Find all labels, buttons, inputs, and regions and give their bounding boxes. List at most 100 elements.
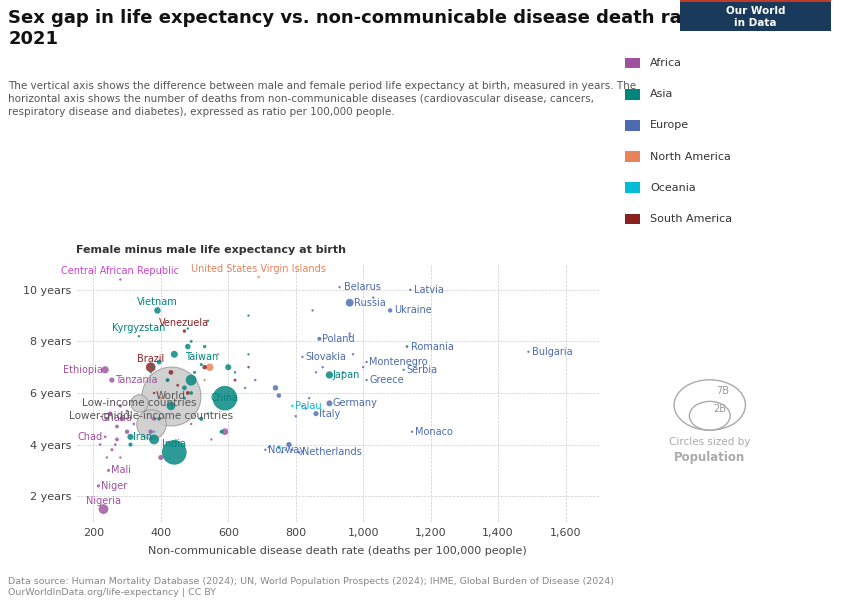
Point (109, 440, 122, 449)
Point (241, 311, 255, 320)
Point (286, 401, 299, 410)
Point (201, 316, 215, 326)
Point (222, 362, 235, 372)
Point (104, 409, 117, 418)
Point (147, 414, 161, 424)
Text: Netherlands: Netherlands (302, 448, 361, 457)
Point (228, 368, 241, 377)
Point (144, 427, 157, 437)
Point (346, 349, 360, 359)
Point (313, 334, 326, 344)
Text: Bulgaria: Bulgaria (532, 347, 573, 357)
Point (218, 394, 232, 403)
Point (309, 368, 323, 377)
Point (167, 349, 181, 359)
Point (92, 481, 105, 491)
Text: Vietnam: Vietnam (137, 298, 178, 307)
Text: Africa: Africa (650, 58, 683, 68)
X-axis label: Non-communicable disease death rate (deaths per 100,000 people): Non-communicable disease death rate (dea… (149, 546, 527, 556)
Text: Greece: Greece (369, 375, 404, 385)
Point (154, 452, 167, 462)
Text: Ethiopia: Ethiopia (63, 365, 103, 375)
Point (132, 331, 145, 341)
Point (296, 352, 309, 362)
Text: Slovakia: Slovakia (305, 352, 346, 362)
Point (164, 401, 178, 410)
Point (110, 434, 124, 444)
Text: Russia: Russia (354, 298, 386, 308)
Text: Sex gap in life expectancy vs. non-communicable disease death rate,
2021: Sex gap in life expectancy vs. non-commu… (8, 9, 710, 49)
Text: Venezuela: Venezuela (159, 318, 209, 328)
Point (258, 445, 272, 455)
Point (184, 376, 198, 385)
Point (366, 293, 380, 302)
Point (181, 342, 195, 352)
Point (212, 349, 225, 359)
Text: Norway: Norway (268, 445, 305, 455)
Point (343, 329, 356, 338)
Point (97, 504, 110, 514)
Point (116, 414, 129, 424)
Text: Japan: Japan (332, 370, 360, 380)
Point (241, 349, 255, 359)
Point (356, 362, 370, 372)
Point (201, 409, 215, 418)
Point (99, 432, 112, 442)
Point (127, 419, 140, 429)
Point (178, 383, 191, 392)
Point (279, 445, 292, 455)
Point (228, 376, 241, 385)
Point (145, 362, 159, 372)
Point (343, 331, 356, 341)
Text: Lower-middle-income countries: Lower-middle-income countries (69, 411, 233, 421)
Point (323, 370, 337, 380)
Point (404, 285, 417, 295)
Text: Circles sized by: Circles sized by (669, 437, 751, 448)
Point (184, 388, 198, 398)
Point (275, 448, 289, 457)
Point (248, 376, 262, 385)
Point (114, 275, 128, 284)
Point (181, 388, 195, 398)
Point (252, 272, 265, 281)
Text: Niger: Niger (101, 481, 128, 491)
Point (178, 394, 191, 403)
Point (303, 394, 316, 403)
Text: South America: South America (650, 214, 733, 224)
Point (397, 365, 411, 374)
Point (292, 448, 306, 457)
Point (272, 442, 286, 452)
Point (161, 376, 174, 385)
Text: Poland: Poland (322, 334, 354, 344)
Text: China: China (211, 393, 239, 403)
Text: 7B: 7B (717, 386, 729, 396)
Text: North America: North America (650, 152, 731, 161)
Text: Brazil: Brazil (137, 354, 164, 364)
Point (164, 368, 178, 377)
Point (195, 414, 208, 424)
Text: Ghana: Ghana (101, 413, 133, 424)
Text: Chad: Chad (77, 432, 103, 442)
Point (309, 409, 323, 418)
Point (99, 365, 112, 374)
Text: Central African Republic: Central African Republic (61, 266, 179, 277)
Point (306, 305, 320, 315)
Text: Germany: Germany (332, 398, 377, 409)
Point (360, 357, 373, 367)
Point (316, 362, 330, 372)
Text: India: India (162, 439, 186, 449)
Point (121, 406, 134, 416)
Text: Nigeria: Nigeria (86, 496, 121, 506)
Point (121, 427, 134, 437)
Point (323, 398, 337, 408)
Text: Palau: Palau (295, 401, 321, 411)
Text: Europe: Europe (650, 121, 689, 130)
Point (522, 347, 536, 356)
Point (215, 427, 229, 437)
Point (203, 362, 217, 372)
Text: 2B: 2B (713, 404, 726, 415)
Text: Our World
in Data: Our World in Data (726, 5, 785, 28)
Point (154, 394, 167, 403)
Point (144, 368, 157, 377)
Point (161, 376, 174, 385)
